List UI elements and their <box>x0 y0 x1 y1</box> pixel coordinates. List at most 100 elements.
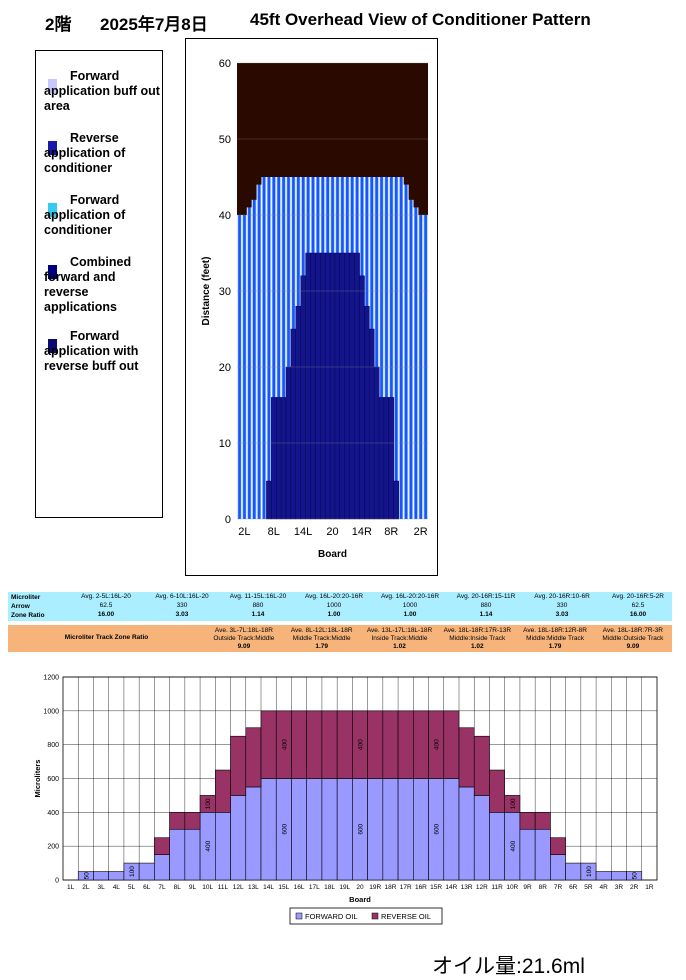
arrow-cell: 1.00 <box>327 611 341 618</box>
track-cell: 9.09 <box>626 643 640 650</box>
bar-chart: 0 200 400 600 800 1000 1200 50 100 400 600 600 600 40… <box>33 675 658 925</box>
bar-segment <box>473 735 490 796</box>
x-tick-label: 19R <box>369 884 381 891</box>
reverse-oil <box>275 397 282 520</box>
forward-oil <box>398 177 404 519</box>
bar-segment <box>260 778 277 881</box>
arrow-cell: 3.03 <box>175 611 189 618</box>
x-tick-label: 16R <box>415 884 427 891</box>
data-label: 600 <box>358 823 365 834</box>
legend-swatch <box>48 79 57 93</box>
track-cell: Ave. 18L-18R:17R-13R <box>443 627 512 634</box>
x-tick-label: 14R <box>445 884 457 891</box>
forward-oil <box>388 177 394 519</box>
track-cell: Middle:Middle Track <box>526 635 584 642</box>
bar-segment <box>550 837 566 855</box>
data-label: 400 <box>434 739 441 750</box>
data-label: 50 <box>83 872 90 880</box>
x-tick-label: 18R <box>384 884 396 891</box>
bar-segment <box>336 778 353 881</box>
arrow-cell: Avg. 16L-20:20-16R <box>380 593 440 600</box>
arrow-cell: 880 <box>252 602 264 609</box>
arrow-cell: 1.14 <box>479 611 493 618</box>
y-tick-label: 30 <box>219 286 231 298</box>
track-cell: 1.02 <box>470 643 484 650</box>
x-tick-label: 8R <box>384 526 398 538</box>
bar-segment <box>443 710 460 779</box>
x-tick-label: 18L <box>324 884 335 891</box>
arrow-cell: 330 <box>556 602 568 609</box>
y-tick-label: 50 <box>219 134 231 146</box>
row-label: Arrow <box>11 603 30 610</box>
reverse-oil <box>324 252 331 520</box>
data-label: 600 <box>281 823 288 834</box>
x-tick-label: 10L <box>202 884 213 891</box>
y-tick-label: 60 <box>219 58 231 70</box>
reverse-oil <box>349 252 355 520</box>
bar-segment <box>336 710 353 779</box>
legend-label: Forward application of conditioner <box>44 193 126 237</box>
data-label: 400 <box>510 840 517 851</box>
legend-swatch <box>48 141 57 155</box>
arrow-cell: Avg. 6-10L:16L-20 <box>155 593 209 600</box>
reverse-oil <box>320 252 326 520</box>
bar-segment <box>413 778 429 881</box>
x-tick-label: 20 <box>326 526 338 538</box>
bar-segment <box>534 828 551 881</box>
legend-swatch <box>48 203 57 217</box>
x-axis-label: Board <box>318 549 347 560</box>
date: 2025年7月8日 <box>100 15 208 34</box>
forward-oil <box>413 207 419 519</box>
bar-segment <box>184 828 201 881</box>
x-tick-label: 9L <box>189 884 197 891</box>
forward-oil <box>281 177 287 519</box>
y-tick-label: 200 <box>47 844 59 851</box>
bar-segment <box>215 812 231 881</box>
reverse-oil <box>354 252 360 520</box>
legend-box <box>289 907 443 925</box>
bar-segment <box>108 871 125 881</box>
bar-segment <box>245 727 262 788</box>
bar-segment <box>321 778 338 881</box>
forward-oil <box>266 177 272 519</box>
data-label: 400 <box>281 739 288 750</box>
bar-segment <box>565 862 582 881</box>
bar-segment <box>413 710 429 779</box>
data-label: 100 <box>129 866 136 877</box>
y-tick-label: 0 <box>225 514 231 526</box>
data-label: 600 <box>434 823 441 834</box>
x-tick-label: 3L <box>97 884 105 891</box>
bar-segment <box>306 778 323 881</box>
y-tick-label: 10 <box>219 438 231 450</box>
reverse-oil <box>378 397 385 520</box>
legend-swatch <box>48 265 57 279</box>
frame <box>185 38 438 576</box>
bar-segment <box>382 710 399 779</box>
reverse-oil <box>393 480 400 520</box>
bar-segment <box>93 871 109 881</box>
legend-swatch <box>295 912 303 920</box>
arrow-cell: Avg. 11-15L:16L-20 <box>229 593 287 600</box>
bar-segment <box>215 769 231 813</box>
x-tick-label: 2R <box>630 884 639 891</box>
x-tick-label: 2L <box>238 526 250 538</box>
arrow-cell: 62.5 <box>631 602 645 609</box>
x-tick-label: 8L <box>268 526 280 538</box>
bar-segment <box>306 710 323 779</box>
bar-segment <box>397 710 414 779</box>
floor: 2階 <box>45 15 72 34</box>
legend: Forward application buff out area Reverse… <box>35 50 163 518</box>
x-tick-label: 4R <box>600 884 609 891</box>
x-tick-label: 19L <box>339 884 350 891</box>
bar-segment <box>458 727 475 788</box>
overhead-chart: 0 10 20 30 40 50 60 2L 8L 14L 20 14R 8R 2R Distance (f… <box>185 38 438 576</box>
legend-label: Forward application with reverse buff ou… <box>44 329 139 373</box>
track-cell: 1.79 <box>548 643 562 650</box>
arrow-cell: Avg. 20-16R:5-2R <box>612 593 664 600</box>
x-tick-label: 7L <box>158 884 166 891</box>
bar-segment <box>534 812 551 830</box>
bar-segment <box>382 778 399 881</box>
reverse-oil <box>280 397 287 520</box>
bar-segment <box>230 735 247 796</box>
track-cell: Ave. 18L-18R:7R-3R <box>602 627 663 634</box>
